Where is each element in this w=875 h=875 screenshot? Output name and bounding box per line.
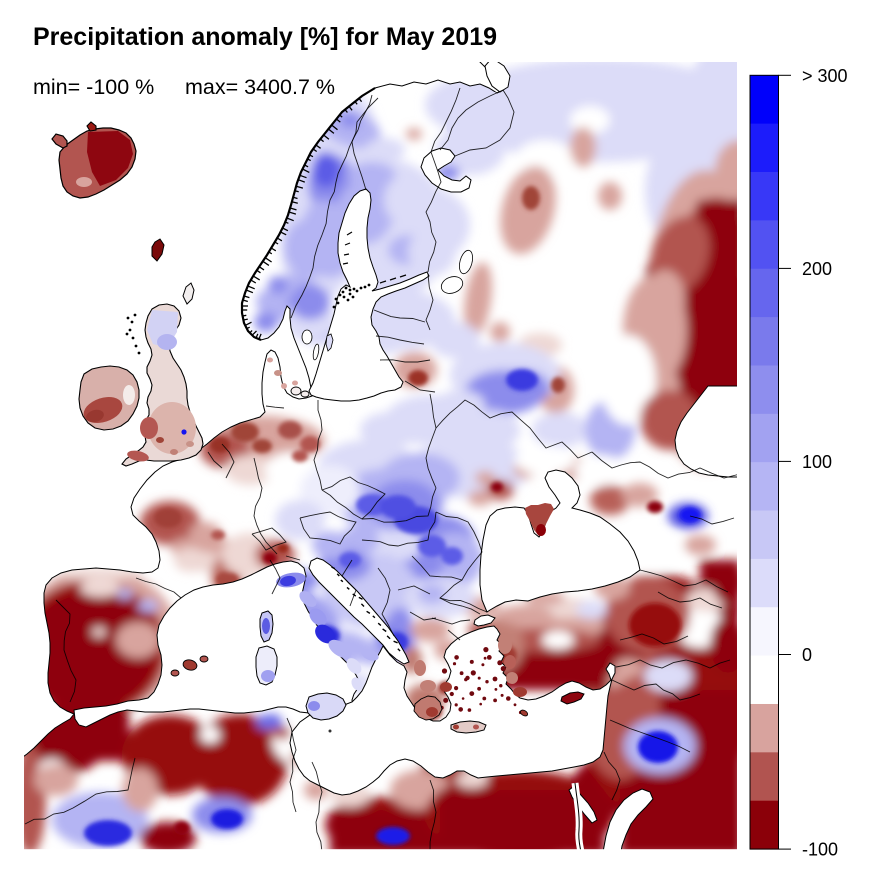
svg-text:> 300: > 300 [802, 66, 848, 86]
svg-text:200: 200 [802, 259, 832, 279]
svg-text:-100: -100 [802, 840, 838, 860]
svg-text:0: 0 [802, 645, 812, 665]
svg-text:100: 100 [802, 452, 832, 472]
